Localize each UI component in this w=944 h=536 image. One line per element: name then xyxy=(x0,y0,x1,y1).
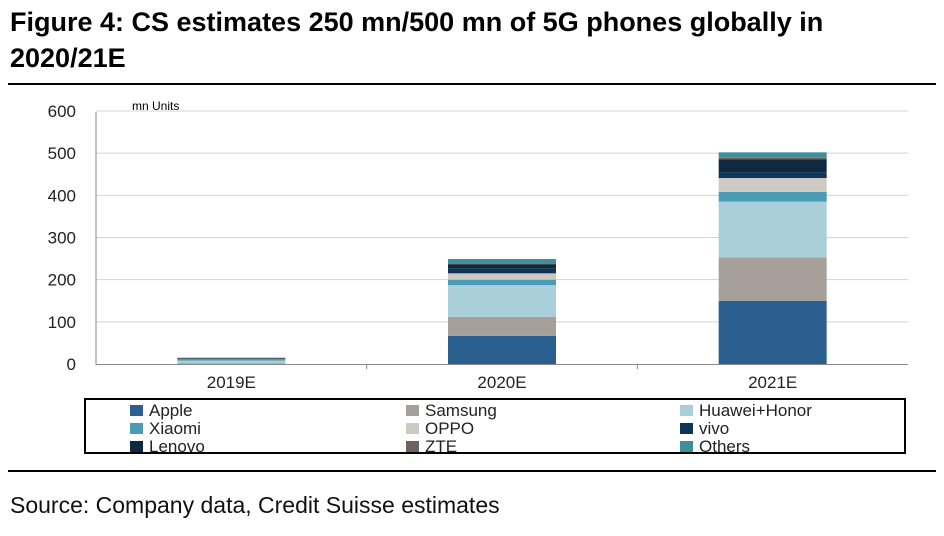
legend-swatch xyxy=(680,441,693,452)
source-note: Source: Company data, Credit Suisse esti… xyxy=(10,492,500,518)
legend-swatch xyxy=(130,405,143,416)
legend-label: Samsung xyxy=(425,401,497,420)
bar-segment-lenovo xyxy=(718,159,827,173)
bar-segment-xiaomi xyxy=(718,191,827,202)
bar-segment-lenovo xyxy=(448,264,556,269)
bar-segment-zte xyxy=(177,358,286,359)
legend-swatch xyxy=(130,441,143,452)
legend-swatch xyxy=(406,423,419,434)
bar-segment-lenovo xyxy=(177,358,286,360)
y-tick-label: 500 xyxy=(48,144,76,163)
bar-segment-huawei-honor xyxy=(177,361,286,364)
y-tick-label: 300 xyxy=(48,229,76,248)
bar-segment-apple xyxy=(448,335,556,364)
legend-label: vivo xyxy=(699,419,729,438)
bar-segment-others xyxy=(718,152,827,158)
legend-label: Lenovo xyxy=(149,437,205,456)
bar-segment-samsung xyxy=(448,316,556,336)
bar-segment-huawei-honor xyxy=(448,285,556,317)
legend-swatch xyxy=(680,423,693,434)
legend-swatch xyxy=(680,405,693,416)
legend-label: Xiaomi xyxy=(149,419,201,438)
bar-segment-others xyxy=(177,357,286,359)
x-tick-label: 2019E xyxy=(207,373,256,392)
legend-label: Apple xyxy=(149,401,192,420)
bars xyxy=(177,152,827,364)
figure-title: Figure 4: CS estimates 250 mn/500 mn of … xyxy=(10,7,824,73)
legend-box xyxy=(84,398,906,454)
bar-segment-others xyxy=(448,259,556,264)
legend-label: OPPO xyxy=(425,419,474,438)
legend-swatch xyxy=(130,423,143,434)
bar-segment-oppo xyxy=(718,178,827,192)
legend-label: Huawei+Honor xyxy=(699,401,812,420)
bar-segment-huawei-honor xyxy=(718,201,827,258)
y-tick-label: 0 xyxy=(67,355,76,374)
y-tick-label: 100 xyxy=(48,313,76,332)
x-tick-label: 2021E xyxy=(748,373,797,392)
bar-segment-apple xyxy=(718,300,827,364)
legend: Apple Samsung Huawei+Honor Xiaomi OPPO vivo Le… xyxy=(130,401,812,456)
unit-label: mn Units xyxy=(132,99,179,113)
bar-segment-xiaomi xyxy=(177,360,286,362)
bar-segment-zte xyxy=(448,263,556,265)
bar-segment-zte xyxy=(718,157,827,160)
x-tick-label: 2020E xyxy=(477,373,526,392)
x-axis-ticks: 2019E 2020E 2021E xyxy=(207,364,797,392)
bar-segment-vivo xyxy=(177,358,286,360)
legend-label: Others xyxy=(699,437,750,456)
bar-segment-samsung xyxy=(177,363,286,364)
top-rule xyxy=(8,83,936,85)
bar-segment-vivo xyxy=(448,268,556,274)
legend-swatch xyxy=(406,441,419,452)
bar-segment-xiaomi xyxy=(448,279,556,286)
y-axis-ticks: 0 100 200 300 400 500 600 xyxy=(48,102,76,374)
bar-segment-oppo xyxy=(177,359,286,361)
y-tick-label: 600 xyxy=(48,102,76,121)
legend-swatch xyxy=(406,405,419,416)
bar-segment-oppo xyxy=(448,273,556,280)
y-tick-label: 400 xyxy=(48,186,76,205)
bar-segment-samsung xyxy=(718,257,827,301)
bar-segment-vivo xyxy=(718,172,827,179)
bottom-rule xyxy=(8,470,936,472)
legend-label: ZTE xyxy=(425,437,457,456)
y-tick-label: 200 xyxy=(48,271,76,290)
